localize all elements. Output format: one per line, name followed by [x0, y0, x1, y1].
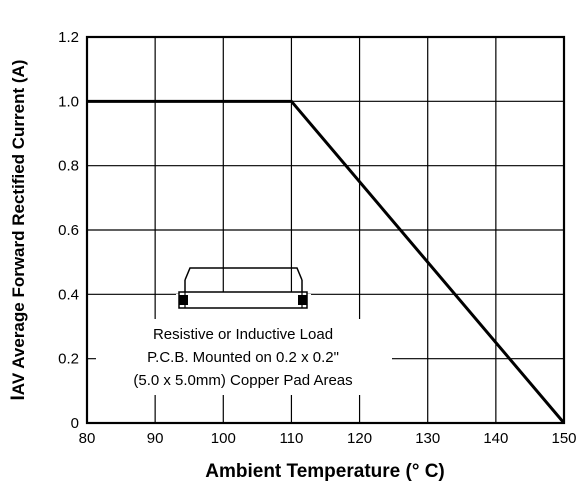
- series-layer: [87, 99, 566, 424]
- y-tick-label: 0: [71, 415, 79, 432]
- grid: [86, 36, 565, 424]
- x-axis-label: Ambient Temperature (° C): [205, 461, 445, 482]
- plot-frame: [85, 35, 566, 425]
- y-tick-label: 0.8: [58, 158, 79, 175]
- y-tick-label: 0.2: [58, 351, 79, 368]
- series-line: [87, 99, 566, 424]
- x-tick-label: 120: [347, 430, 372, 447]
- y-axis-label: IAV Average Forward Rectified Current (A…: [8, 60, 29, 401]
- annotation-line-1: Resistive or Inductive Load: [153, 326, 333, 343]
- annotation-line-3: (5.0 x 5.0mm) Copper Pad Areas: [133, 372, 352, 389]
- annotation-line-2: P.C.B. Mounted on 0.2 x 0.2": [147, 349, 339, 366]
- y-tick-labels: 0 0.2 0.4 0.6 0.8 1.0 1.2: [58, 29, 79, 432]
- annotation-box: Resistive or Inductive Load P.C.B. Mount…: [96, 319, 392, 395]
- x-tick-label: 130: [415, 430, 440, 447]
- x-tick-label: 110: [279, 430, 303, 447]
- y-tick-label: 0.6: [58, 222, 79, 239]
- axes-frame: [85, 35, 566, 425]
- x-tick-label: 80: [79, 430, 96, 447]
- x-tick-label: 150: [551, 430, 576, 447]
- x-tick-label: 100: [211, 430, 236, 447]
- x-tick-label: 90: [147, 430, 164, 447]
- x-tick-labels: 80 90 100 110 120 130 140 150: [79, 430, 577, 447]
- y-tick-label: 1.0: [58, 93, 79, 110]
- y-tick-label: 0.4: [58, 286, 79, 303]
- x-tick-label: 140: [483, 430, 508, 447]
- y-tick-label: 1.2: [58, 29, 79, 46]
